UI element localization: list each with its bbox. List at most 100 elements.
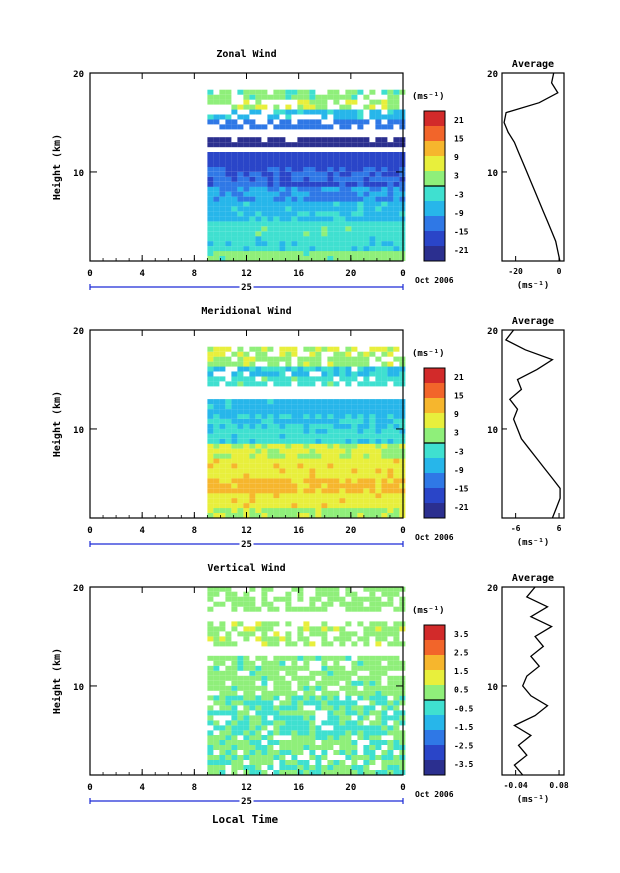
heatmap-cell [363,246,370,252]
heatmap-cell [243,695,250,701]
heatmap-cell [243,508,250,513]
heatmap-cell [285,142,292,148]
heatmap-cell [327,413,334,419]
heatmap-cell [357,137,364,143]
heatmap-cell [249,191,256,197]
heatmap-cell [219,404,226,410]
heatmap-cell [309,152,316,157]
heatmap-cell [273,94,280,100]
heatmap-cell [267,94,274,100]
heatmap-cell [351,433,358,439]
heatmap-cell [213,171,220,177]
heatmap-cell [279,176,286,182]
heatmap-cell [267,695,274,701]
heatmap-cell [381,488,388,494]
heatmap-cell [255,109,262,115]
heatmap-cell [393,680,400,686]
heatmap-cell [297,211,304,217]
heatmap-cell [339,473,346,479]
heatmap-cell [285,361,292,367]
heatmap-cell [315,166,322,172]
heatmap-cell [357,735,364,740]
heatmap-cell [345,700,352,706]
heatmap-cell [279,478,286,484]
heatmap-cell [297,162,304,167]
heatmap-cell [381,361,388,367]
heatmap-cell [261,750,268,755]
heatmap-cell [273,89,280,95]
heatmap-cell [351,246,358,252]
heatmap-cell [213,760,220,765]
heatmap-cell [309,715,316,721]
heatmap-cell [297,89,304,95]
heatmap-cell [243,665,250,671]
heatmap-cell [339,596,346,602]
heatmap-cell [255,89,262,95]
heatmap-cell [369,750,376,755]
heatmap-cell [255,760,262,765]
heatmap-cell [285,124,292,130]
heatmap-cell [267,493,274,499]
heatmap-cell [309,231,316,237]
heatmap-cell [375,626,382,632]
heatmap-cell [393,226,400,232]
heatmap-cell [387,715,394,721]
heatmap-cell [237,181,244,187]
heatmap-cell [273,399,280,405]
heatmap-cell [285,206,292,212]
heatmap-cell [225,216,232,222]
heatmap-cell [333,176,340,182]
heatmap-cell [237,765,244,770]
heatmap-cell [243,162,250,167]
heatmap-cell [351,498,358,504]
heatmap-cell [297,715,304,721]
heatmap-cell [381,366,388,372]
heatmap-cell [363,231,370,237]
heatmap-cell [207,376,214,382]
heatmap-cell [243,381,250,387]
heatmap-cell [357,186,364,192]
heatmap-cell [315,109,322,115]
heatmap-cell [351,99,358,105]
heatmap-cell [267,152,274,157]
heatmap-cell [303,423,310,429]
heatmap-cell [207,201,214,207]
heatmap-cell [267,660,274,666]
heatmap-cell [303,201,310,207]
heatmap-cell [261,226,268,232]
heatmap-cell [255,675,262,681]
heatmap-cell [393,104,400,110]
heatmap-cell [285,231,292,237]
heatmap-cell [297,740,304,745]
heatmap-cell [249,94,256,100]
heatmap-cell [273,231,280,237]
heatmap-cell [273,725,280,731]
heatmap-cell [243,251,250,256]
heatmap-cell [207,443,214,449]
heatmap-cell [219,660,226,666]
heatmap-cell [309,720,316,726]
heatmap-cell [339,196,346,202]
heatmap-cell [345,251,352,256]
heatmap-cell [255,241,262,247]
heatmap-cell [297,720,304,726]
profile-x-tick-label: 0 [557,267,562,276]
heatmap-cell [381,399,388,405]
heatmap-cell [297,423,304,429]
heatmap-cell [261,157,268,162]
heatmap-cell [309,137,316,143]
heatmap-cell [393,162,400,167]
heatmap-cell [357,463,364,469]
heatmap-cell [243,463,250,469]
heatmap-cell [375,715,382,721]
heatmap-cell [309,745,316,750]
heatmap-cell [267,186,274,192]
heatmap-cell [249,453,256,459]
heatmap-cell [273,376,280,382]
heatmap-cell [345,690,352,696]
heatmap-cell [261,700,268,706]
heatmap-cell [249,760,256,765]
colorbar-segment [424,745,445,761]
heatmap-cell [327,152,334,157]
heatmap-cell [363,710,370,716]
